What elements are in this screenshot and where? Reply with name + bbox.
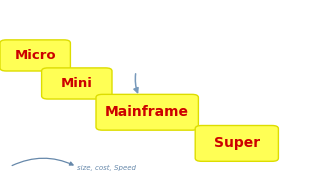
Text: Mainframe: Mainframe — [105, 105, 189, 119]
FancyBboxPatch shape — [42, 68, 112, 99]
Text: Micro: Micro — [14, 49, 56, 62]
FancyBboxPatch shape — [0, 40, 70, 71]
Text: size, cost, Speed: size, cost, Speed — [77, 165, 136, 171]
FancyBboxPatch shape — [96, 94, 198, 130]
Text: Super: Super — [214, 136, 260, 150]
FancyBboxPatch shape — [195, 125, 278, 161]
Text: Based on performance criteria(size,cost,speed and memory): Based on performance criteria(size,cost,… — [5, 9, 320, 18]
Text: Mini: Mini — [61, 77, 93, 90]
